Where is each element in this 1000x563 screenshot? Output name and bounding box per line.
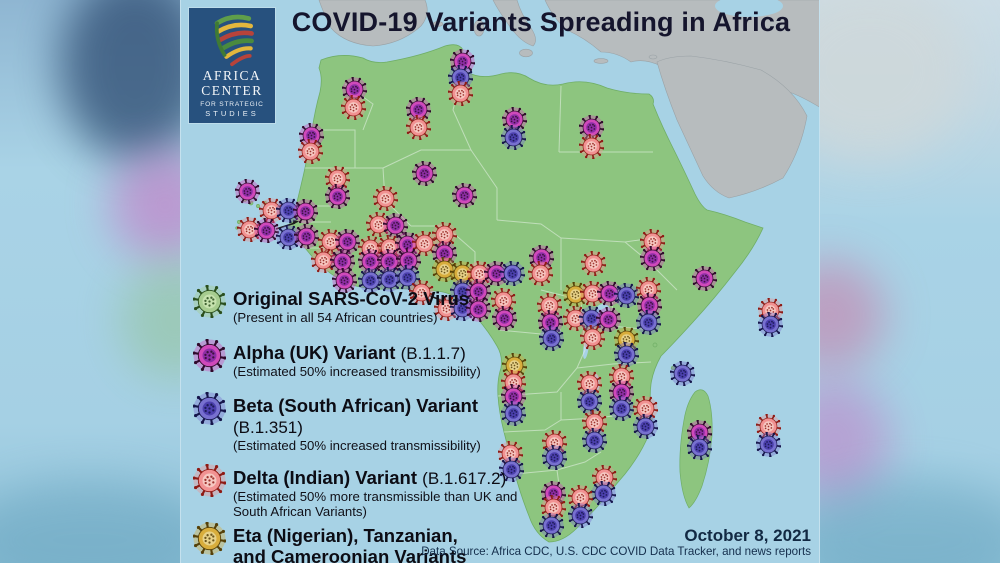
legend-note: (Estimated 50% increased transmissibilit… (233, 364, 481, 379)
eta-virus-icon (192, 521, 227, 556)
alpha-virus-icon (192, 338, 227, 373)
legend-name: Beta (South African) Variant (233, 395, 478, 416)
logo-line-forstrategic: FOR STRATEGIC (200, 101, 264, 108)
legend-name-line2: and Cameroonian Variants (233, 546, 467, 563)
legend-name: Eta (Nigerian), Tanzanian, (233, 525, 458, 546)
legend: Original SARS-CoV-2 Virus (Present in al… (192, 284, 533, 563)
legend-item-delta: Delta (Indian) Variant (B.1.617.2) (Esti… (192, 463, 533, 519)
delta-virus-icon (192, 463, 227, 498)
legend-name: Delta (Indian) Variant (233, 467, 418, 488)
legend-code: (B.1.351) (233, 418, 303, 437)
logo-africa-ribbons-icon (214, 14, 254, 67)
legend-item-original: Original SARS-CoV-2 Virus (Present in al… (192, 284, 533, 325)
blurred-left-bar (0, 0, 180, 563)
legend-note: (Present in all 54 African countries) (233, 310, 438, 325)
legend-note: (Estimated 50% more transmissible than U… (233, 489, 518, 519)
logo-line-studies: STUDIES (205, 109, 259, 118)
page-title: COVID-19 Variants Spreading in Africa (291, 7, 791, 37)
legend-item-beta: Beta (South African) Variant (B.1.351) (… (192, 391, 533, 453)
data-source-label: Data Source: Africa CDC, U.S. CDC COVID … (421, 545, 811, 558)
logo-line-center: CENTER (201, 83, 263, 98)
legend-code: (B.1.1.7) (400, 344, 466, 363)
africa-center-logo: AFRICA CENTER FOR STRATEGIC STUDIES (189, 8, 275, 123)
infographic-panel: COVID-19 Variants Spreading in Africa AF… (180, 0, 820, 563)
legend-note: (Estimated 50% increased transmissibilit… (233, 438, 481, 453)
footer: October 8, 2021 Data Source: Africa CDC,… (421, 526, 811, 559)
date-label: October 8, 2021 (684, 526, 811, 545)
logo-line-africa: AFRICA (202, 68, 262, 83)
black-sea (715, 0, 783, 17)
other-landmasses (318, 0, 819, 199)
legend-name: Alpha (UK) Variant (233, 342, 396, 363)
blurred-right-bar (820, 0, 1000, 563)
legend-item-eta: Eta (Nigerian), Tanzanian, and Camerooni… (192, 521, 533, 563)
legend-name: Original SARS-CoV-2 Virus (233, 288, 470, 309)
legend-code: (B.1.617.2) (422, 469, 507, 488)
legend-item-alpha: Alpha (UK) Variant (B.1.1.7) (Estimated … (192, 338, 533, 379)
beta-virus-icon (192, 391, 227, 426)
original-virus-icon (192, 284, 227, 319)
